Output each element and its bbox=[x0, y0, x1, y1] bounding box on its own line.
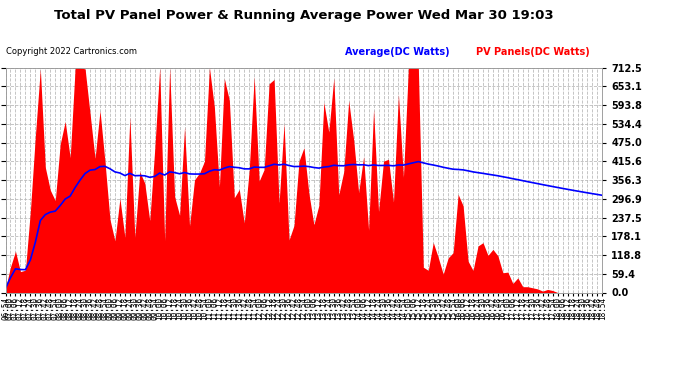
Text: Total PV Panel Power & Running Average Power Wed Mar 30 19:03: Total PV Panel Power & Running Average P… bbox=[54, 9, 553, 22]
Text: Average(DC Watts): Average(DC Watts) bbox=[345, 47, 450, 57]
Text: PV Panels(DC Watts): PV Panels(DC Watts) bbox=[476, 47, 590, 57]
Text: Copyright 2022 Cartronics.com: Copyright 2022 Cartronics.com bbox=[6, 47, 137, 56]
